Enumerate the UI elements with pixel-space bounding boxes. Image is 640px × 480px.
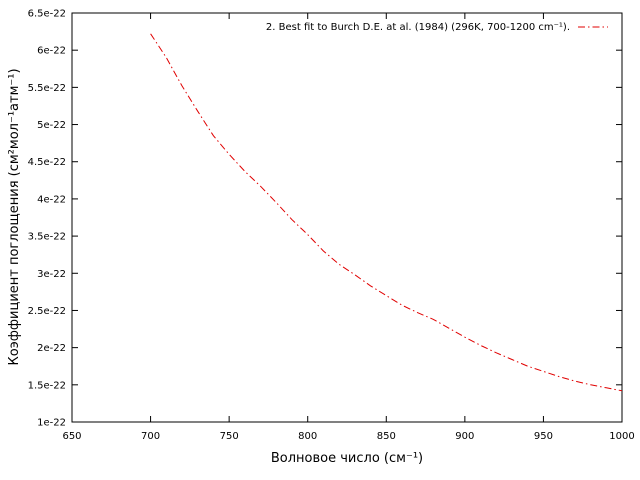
y-tick-label: 6e-22 [37, 46, 66, 57]
series-line-1 [150, 33, 623, 392]
y-tick-label: 3.5e-22 [28, 232, 66, 243]
x-tick-label: 950 [534, 431, 553, 442]
y-tick-label: 2e-22 [37, 343, 66, 354]
x-axis-title: Волновое число (см⁻¹) [271, 451, 423, 466]
y-tick-label: 2.5e-22 [28, 306, 66, 317]
x-tick-label: 700 [141, 431, 160, 442]
y-tick-label: 5.5e-22 [28, 83, 66, 94]
plot-frame [71, 12, 623, 423]
y-tick-label: 1.5e-22 [28, 380, 66, 391]
legend-entry-label: 2. Best fit to Burch D.E. at al. (1984) … [266, 22, 570, 33]
y-axis-title: Коэффициент поглощения (см²мол⁻¹атм⁻¹) [7, 68, 22, 365]
x-tick-label: 1000 [609, 431, 634, 442]
x-axis: 650 700 750 800 850 900 950 1000 [62, 13, 635, 442]
x-tick-label: 650 [62, 431, 81, 442]
y-tick-label: 4e-22 [37, 194, 66, 205]
x-tick-label: 850 [377, 431, 396, 442]
x-tick-label: 750 [220, 431, 239, 442]
x-tick-label: 900 [455, 431, 474, 442]
y-tick-label: 4.5e-22 [28, 157, 66, 168]
x-tick-label: 800 [298, 431, 317, 442]
y-tick-label: 1e-22 [37, 418, 66, 429]
y-tick-label: 5e-22 [37, 120, 66, 131]
y-axis: 1e-22 1.5e-22 2e-22 2.5e-22 3e-22 3.5e-22 4e-2… [28, 9, 622, 429]
legend: 2. Best fit to Burch D.E. at al. (1984) … [266, 22, 608, 33]
y-tick-label: 3e-22 [37, 269, 66, 280]
y-tick-label: 6.5e-22 [28, 9, 66, 20]
series-layer [150, 33, 623, 392]
